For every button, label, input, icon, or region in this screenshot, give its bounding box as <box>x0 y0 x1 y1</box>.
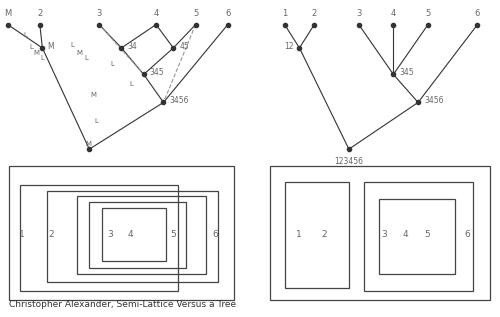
Text: L: L <box>70 42 74 48</box>
Text: 5: 5 <box>170 230 176 239</box>
Text: L: L <box>110 61 114 67</box>
Text: 1: 1 <box>18 230 24 239</box>
Text: 5: 5 <box>426 9 430 18</box>
Text: 3: 3 <box>96 9 102 18</box>
Text: 5: 5 <box>193 9 198 18</box>
Text: 6: 6 <box>225 9 230 18</box>
Text: 345: 345 <box>150 68 164 77</box>
Text: L: L <box>40 55 44 61</box>
Bar <box>8 166 234 300</box>
Text: L: L <box>30 44 34 50</box>
Text: 345: 345 <box>400 68 414 77</box>
Text: 45: 45 <box>180 42 189 51</box>
Text: M: M <box>86 141 92 147</box>
Bar <box>284 182 349 288</box>
Bar <box>270 166 490 300</box>
Text: L: L <box>23 32 27 38</box>
Text: L: L <box>95 118 98 124</box>
Bar <box>378 199 455 274</box>
Text: 123456: 123456 <box>334 157 364 166</box>
Text: 4: 4 <box>391 9 396 18</box>
Text: 2: 2 <box>48 230 54 239</box>
Text: 1: 1 <box>296 230 302 239</box>
Text: 2: 2 <box>312 9 317 18</box>
Text: M: M <box>48 42 54 51</box>
Bar <box>20 185 178 291</box>
Text: 3456: 3456 <box>170 96 189 105</box>
Bar <box>364 182 472 291</box>
Bar <box>90 202 186 268</box>
Text: 6: 6 <box>475 9 480 18</box>
Text: 2: 2 <box>322 230 327 239</box>
Text: Christopher Alexander, Semi-Lattice Versus a Tree: Christopher Alexander, Semi-Lattice Vers… <box>8 300 236 309</box>
Text: 4: 4 <box>403 230 408 239</box>
Text: M: M <box>4 9 12 18</box>
Text: M: M <box>34 49 40 55</box>
Text: L: L <box>130 81 134 87</box>
Bar <box>77 196 206 274</box>
Text: 6: 6 <box>212 230 218 239</box>
Text: 4: 4 <box>154 9 158 18</box>
Text: 2: 2 <box>37 9 43 18</box>
Text: 3: 3 <box>108 230 114 239</box>
Text: 1: 1 <box>282 9 287 18</box>
Text: 34: 34 <box>128 42 137 51</box>
Bar <box>102 208 166 261</box>
Text: 12: 12 <box>284 42 294 51</box>
Text: M: M <box>76 49 82 55</box>
Text: M: M <box>90 92 96 98</box>
Text: L: L <box>84 55 88 61</box>
Text: 6: 6 <box>464 230 470 239</box>
Text: 3: 3 <box>382 230 388 239</box>
Text: 3456: 3456 <box>424 96 444 105</box>
Bar <box>48 191 218 281</box>
Text: 5: 5 <box>424 230 430 239</box>
Text: 4: 4 <box>128 230 133 239</box>
Text: 3: 3 <box>356 9 362 18</box>
